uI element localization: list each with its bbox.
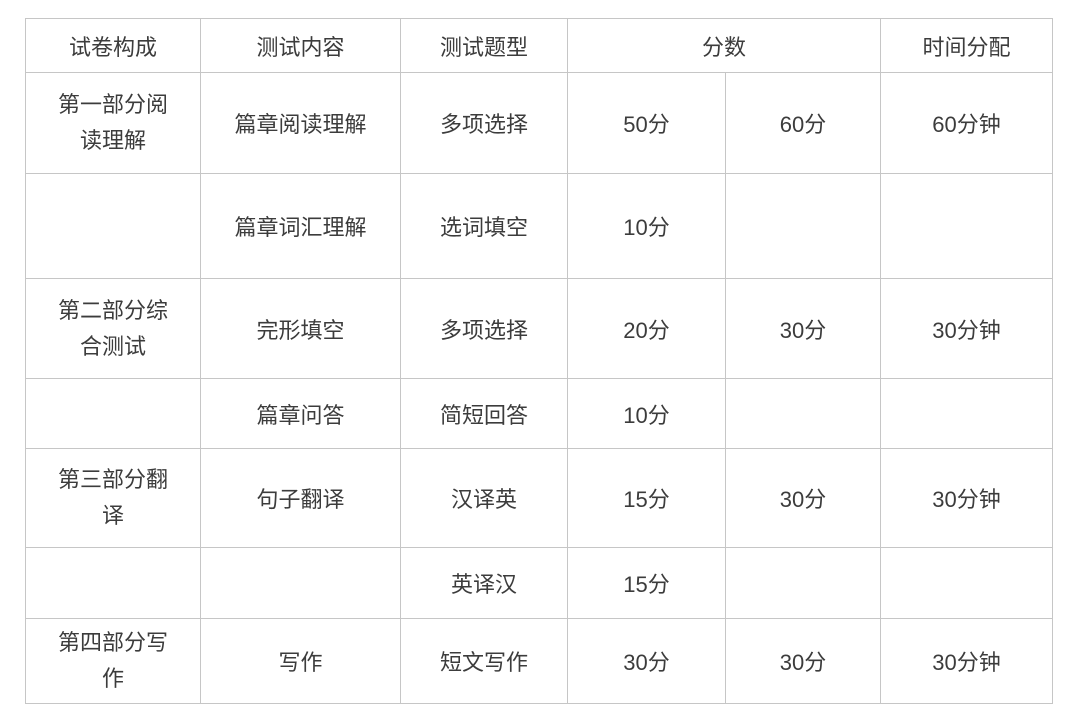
cell-question-type: 汉译英	[400, 448, 568, 548]
cell-time: 30分钟	[880, 618, 1054, 704]
cell-score-item: 10分	[567, 378, 726, 449]
table-row: 篇章问答 简短回答 10分	[25, 378, 1054, 449]
column-header-content: 测试内容	[200, 18, 401, 73]
cell-composition: 第三部分翻 译	[25, 448, 201, 548]
column-header-time-allocation: 时间分配	[880, 18, 1054, 73]
cell-composition: 第四部分写 作	[25, 618, 201, 704]
table-row: 篇章词汇理解 选词填空 10分	[25, 173, 1054, 279]
cell-content: 写作	[200, 618, 401, 704]
cell-time	[880, 173, 1054, 279]
cell-question-type: 短文写作	[400, 618, 568, 704]
table-row: 第一部分阅 读理解 篇章阅读理解 多项选择 50分 60分 60分钟	[25, 72, 1054, 174]
cell-time: 30分钟	[880, 448, 1054, 548]
cell-question-type: 多项选择	[400, 72, 568, 174]
cell-score-section: 30分	[724, 278, 882, 379]
cell-question-type: 多项选择	[400, 278, 568, 379]
cell-score-section: 30分	[724, 618, 882, 704]
table-row: 第二部分综 合测试 完形填空 多项选择 20分 30分 30分钟	[25, 278, 1054, 379]
cell-composition	[25, 547, 201, 619]
column-header-score: 分数	[566, 18, 882, 73]
table-row: 第四部分写 作 写作 短文写作 30分 30分 30分钟	[25, 618, 1054, 704]
cell-score-item: 15分	[567, 547, 726, 619]
cell-content	[200, 547, 401, 619]
cell-score-item: 10分	[567, 173, 726, 279]
cell-question-type: 英译汉	[400, 547, 568, 619]
cell-time: 30分钟	[880, 278, 1054, 379]
cell-score-item: 15分	[567, 448, 726, 548]
cell-score-section: 30分	[724, 448, 882, 548]
table-row: 第三部分翻 译 句子翻译 汉译英 15分 30分 30分钟	[25, 448, 1054, 548]
column-header-question-type: 测试题型	[400, 18, 568, 73]
cell-score-section: 60分	[724, 72, 882, 174]
cell-score-section	[724, 547, 882, 619]
cell-question-type: 选词填空	[400, 173, 568, 279]
cell-content: 句子翻译	[200, 448, 401, 548]
cell-question-type: 简短回答	[400, 378, 568, 449]
table-row: 英译汉 15分	[25, 547, 1054, 619]
table-header-row: 试卷构成 测试内容 测试题型 分数 时间分配	[25, 18, 1054, 73]
cell-composition	[25, 378, 201, 449]
cell-content: 完形填空	[200, 278, 401, 379]
cell-time	[880, 378, 1054, 449]
cell-time	[880, 547, 1054, 619]
cell-score-item: 30分	[567, 618, 726, 704]
cell-content: 篇章阅读理解	[200, 72, 401, 174]
exam-structure-table: 试卷构成 测试内容 测试题型 分数 时间分配 第一部分阅 读理解 篇章阅读理解 …	[25, 18, 1054, 704]
cell-content: 篇章问答	[200, 378, 401, 449]
cell-composition: 第二部分综 合测试	[25, 278, 201, 379]
cell-score-item: 50分	[567, 72, 726, 174]
cell-content: 篇章词汇理解	[200, 173, 401, 279]
cell-score-item: 20分	[567, 278, 726, 379]
cell-score-section	[724, 173, 882, 279]
cell-time: 60分钟	[880, 72, 1054, 174]
cell-composition	[25, 173, 201, 279]
cell-composition: 第一部分阅 读理解	[25, 72, 201, 174]
column-header-composition: 试卷构成	[25, 18, 201, 73]
cell-score-section	[724, 378, 882, 449]
